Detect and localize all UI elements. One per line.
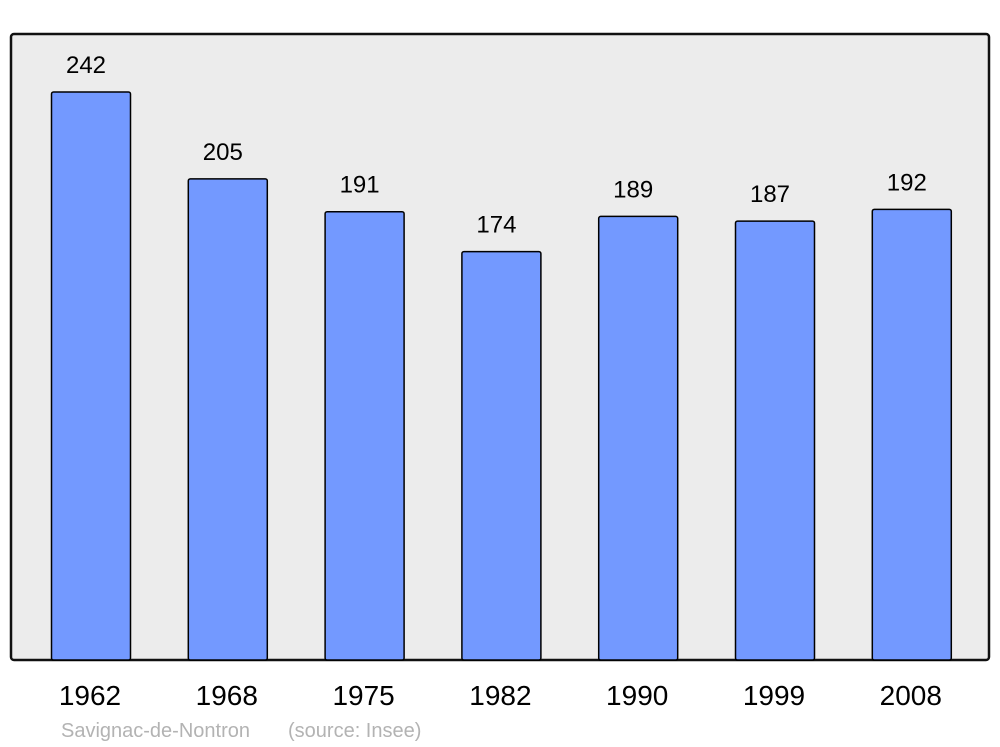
bar-1968 xyxy=(187,178,269,661)
x-tick-label-1975: 1975 xyxy=(332,680,394,711)
x-tick-label-1962: 1962 xyxy=(59,680,121,711)
data-label-1982: 174 xyxy=(476,212,516,239)
bar-1999 xyxy=(734,220,816,661)
x-tick-label-2008: 2008 xyxy=(880,680,942,711)
footer-place: Savignac-de-Nontron xyxy=(61,720,250,742)
data-label-2008: 192 xyxy=(887,169,927,196)
bar-1982 xyxy=(461,250,542,661)
data-label-1968: 205 xyxy=(203,139,243,166)
x-tick-label-1968: 1968 xyxy=(196,680,258,711)
bar-1975 xyxy=(324,210,405,661)
data-label-1975: 191 xyxy=(340,172,380,199)
data-label-1962: 242 xyxy=(66,52,106,79)
data-label-1990: 189 xyxy=(613,176,653,203)
bar-2008 xyxy=(871,208,953,661)
x-tick-label-1999: 1999 xyxy=(743,680,805,711)
bar-1962 xyxy=(50,91,132,661)
bar-1990 xyxy=(597,215,679,661)
footer-source: (source: Insee) xyxy=(288,720,421,742)
data-label-1999: 187 xyxy=(750,181,790,208)
x-tick-label-1982: 1982 xyxy=(469,680,531,711)
x-tick-label-1990: 1990 xyxy=(606,680,668,711)
